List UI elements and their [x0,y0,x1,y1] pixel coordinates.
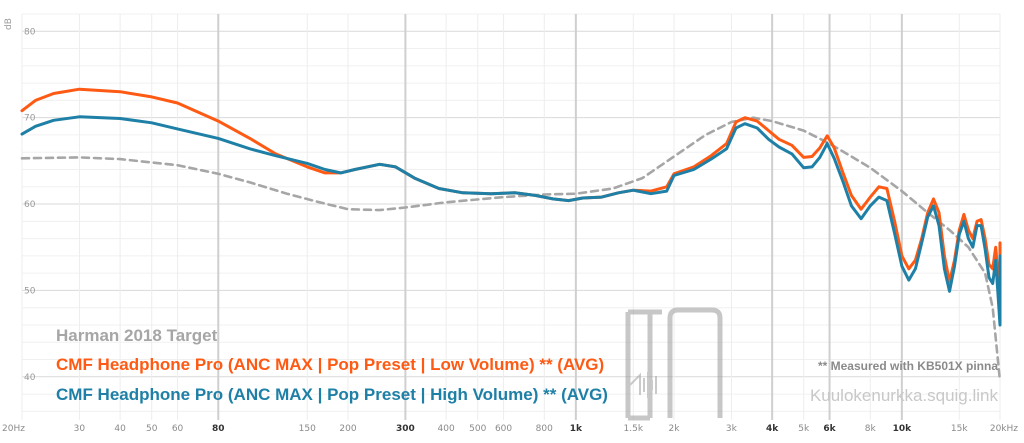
kn-watermark-logo [625,307,723,421]
x-axis-ticks: 20Hz 30 40 50 60 80 150 200 300 400 500 600 800 1k 1.5… [2,424,1018,434]
legend-harman-target: Harman 2018 Target [56,326,218,345]
y-tick-label: 50 [24,286,36,296]
x-tick-label: 4k [766,424,779,434]
measurement-note: ** Measured with KB501X pinna [818,359,998,373]
x-tick-label: 300 [396,424,415,434]
y-axis-unit-label: dB [4,18,14,30]
x-tick-label: 200 [339,424,356,434]
x-tick-label: 60 [172,424,184,434]
x-tick-label: 20kHz [990,424,1018,434]
y-tick-label: 60 [24,200,36,210]
x-tick-label: 800 [536,424,553,434]
site-watermark: Kuulokenurkka.squig.link [810,386,999,405]
x-tick-label: 3k [726,424,738,434]
x-tick-label: 5k [798,424,810,434]
y-tick-label: 70 [24,114,36,124]
x-tick-label: 15k [951,424,968,434]
x-tick-label: 30 [74,424,86,434]
x-tick-label: 50 [146,424,158,434]
x-tick-label: 600 [495,424,512,434]
legend-high-volume: CMF Headphone Pro (ANC MAX | Pop Preset … [56,385,608,404]
x-tick-label: 10k [893,424,913,434]
x-tick-label: 2k [669,424,681,434]
legend-low-volume: CMF Headphone Pro (ANC MAX | Pop Preset … [56,355,604,374]
y-axis-ticks: 40 50 60 70 80 [24,27,36,383]
series-line-harman-target [20,116,1002,383]
x-tick-label: 6k [823,424,836,434]
grid [21,13,1001,420]
series-lines [20,87,1002,383]
x-tick-label: 1k [570,424,583,434]
series-line-high-volume [20,115,1002,327]
y-tick-label: 80 [24,27,36,37]
y-tick-label: 40 [24,373,36,383]
x-tick-label: 400 [438,424,455,434]
x-tick-label: 500 [469,424,486,434]
x-tick-label: 150 [299,424,316,434]
x-tick-label: 8k [865,424,877,434]
x-tick-label: 20Hz [2,424,25,434]
x-tick-label: 80 [212,424,225,434]
x-tick-label: 1.5k [624,424,644,434]
x-tick-label: 40 [114,424,126,434]
